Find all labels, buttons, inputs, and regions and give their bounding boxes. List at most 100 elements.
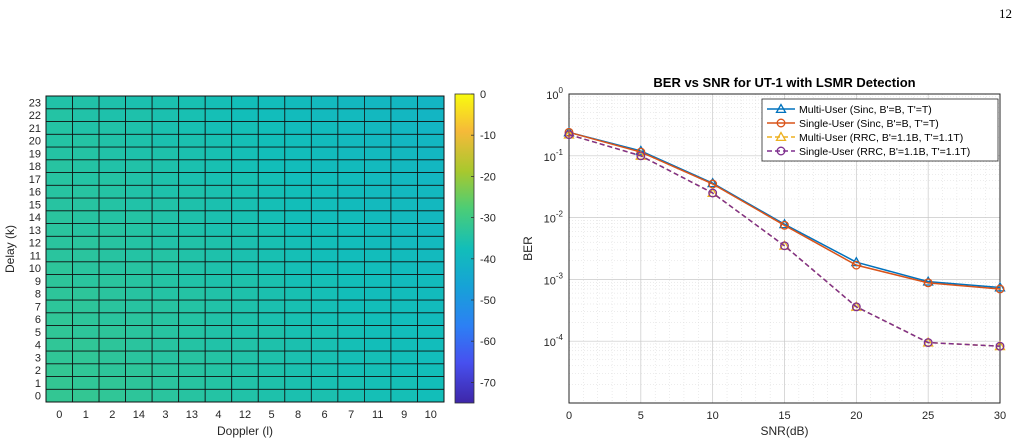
heatmap-cell — [72, 210, 100, 224]
heatmap-cell — [178, 286, 206, 301]
heatmap-cell — [98, 261, 127, 275]
heatmap-cell — [363, 299, 392, 314]
heatmap-cell — [98, 363, 127, 377]
ber-legend-box — [761, 98, 999, 162]
heatmap-x-tick: 1 — [83, 409, 89, 421]
heatmap-cell — [363, 388, 392, 403]
heatmap-cell — [310, 159, 339, 173]
heatmap-y-tick: 13 — [29, 225, 41, 237]
heatmap-cell — [363, 146, 392, 161]
heatmap-cell — [204, 274, 233, 288]
heatmap-cell — [363, 248, 392, 263]
heatmap-cell — [231, 325, 259, 339]
ber-data-point — [635, 145, 647, 155]
heatmap-y-tick: 2 — [35, 365, 41, 377]
heatmap-cell — [45, 274, 73, 288]
heatmap-y-tick: 11 — [30, 250, 41, 262]
heatmap-cell — [337, 133, 365, 148]
heatmap-cell — [337, 337, 365, 352]
heatmap-cell — [204, 121, 233, 135]
heatmap-cell — [257, 210, 286, 224]
heatmap-cell — [390, 350, 418, 365]
heatmap-cell — [337, 159, 365, 173]
heatmap-cell — [231, 363, 259, 377]
heatmap-cell — [284, 95, 312, 110]
heatmap-cell — [72, 350, 100, 365]
heatmap-cell — [257, 325, 286, 339]
heatmap-cell — [231, 108, 259, 122]
heatmap-y-tick: 4 — [35, 340, 41, 352]
heatmap-cell — [310, 223, 339, 237]
ber-x-tick: 15 — [778, 410, 790, 422]
heatmap-cell — [390, 95, 418, 110]
heatmap-cell — [257, 121, 286, 135]
heatmap-cell — [390, 261, 418, 275]
heatmap-y-label: Delay (k) — [3, 225, 17, 273]
heatmap-cell — [390, 299, 418, 314]
colorbar-tick: 0 — [480, 89, 486, 101]
heatmap-chart: 0 1 2 14 3 13 4 12 5 8 6 7 11 9 1001234567891011121314… — [3, 89, 496, 438]
heatmap-cell — [310, 133, 339, 148]
heatmap-cell — [178, 376, 206, 390]
heatmap-cell — [284, 172, 312, 186]
ber-legend-label: Multi-User (RRC, B'=1.1B, T'=1.1T) — [799, 132, 963, 144]
heatmap-cell — [125, 172, 153, 186]
heatmap-cell — [257, 350, 286, 365]
ber-data-point — [922, 275, 934, 286]
heatmap-x-tick: 12 — [239, 409, 251, 421]
heatmap-cell — [178, 108, 206, 122]
heatmap-cell — [178, 388, 206, 403]
heatmap-cell — [45, 286, 73, 301]
heatmap-cell — [72, 312, 100, 326]
heatmap-y-tick: 0 — [35, 391, 41, 403]
heatmap-cell — [45, 248, 73, 263]
colorbar-tick: -70 — [480, 377, 496, 389]
heatmap-cell — [98, 146, 127, 161]
heatmap-cell — [151, 248, 180, 263]
heatmap-cell — [231, 376, 259, 390]
heatmap-cell — [204, 363, 233, 377]
heatmap-cell — [98, 223, 127, 237]
heatmap-cell — [284, 261, 312, 275]
heatmap-cell — [125, 248, 153, 263]
heatmap-cells — [45, 95, 445, 403]
heatmap-cell — [257, 184, 286, 199]
heatmap-cell — [125, 274, 153, 288]
heatmap-cell — [390, 121, 418, 135]
heatmap-cell — [284, 286, 312, 301]
heatmap-cell — [390, 133, 418, 148]
heatmap-y-tick: 14 — [29, 212, 41, 224]
heatmap-cell — [284, 159, 312, 173]
heatmap-cell — [98, 184, 127, 199]
heatmap-cell — [417, 363, 445, 377]
heatmap-cell — [231, 388, 259, 403]
heatmap-cell — [257, 274, 286, 288]
heatmap-cell — [337, 172, 365, 186]
heatmap-cell — [151, 363, 180, 377]
heatmap-cell — [151, 159, 180, 173]
ber-data-point — [780, 220, 789, 230]
heatmap-cell — [204, 108, 233, 122]
heatmap-cell — [45, 261, 73, 275]
heatmap-y-tick: 17 — [29, 174, 41, 186]
heatmap-cell — [310, 299, 339, 314]
heatmap-cell — [204, 146, 233, 161]
heatmap-cell — [363, 235, 392, 250]
heatmap-cell — [231, 235, 259, 250]
heatmap-x-tick: 4 — [215, 409, 221, 421]
heatmap-cell — [125, 388, 153, 403]
heatmap-cell — [257, 312, 286, 326]
heatmap-x-tick: 5 — [268, 409, 274, 421]
heatmap-cell — [310, 121, 339, 135]
heatmap-cell — [45, 172, 73, 186]
heatmap-cell — [151, 261, 180, 275]
heatmap-cell — [284, 197, 312, 212]
ber-data-point — [636, 151, 646, 161]
heatmap-y-tick: 8 — [35, 289, 41, 301]
heatmap-cell — [178, 210, 206, 224]
heatmap-cell — [390, 146, 418, 161]
heatmap-cell — [204, 223, 233, 237]
ber-y-tick: 10-3 — [544, 271, 564, 287]
heatmap-y-tick: 3 — [35, 352, 41, 364]
heatmap-cell — [310, 210, 339, 224]
